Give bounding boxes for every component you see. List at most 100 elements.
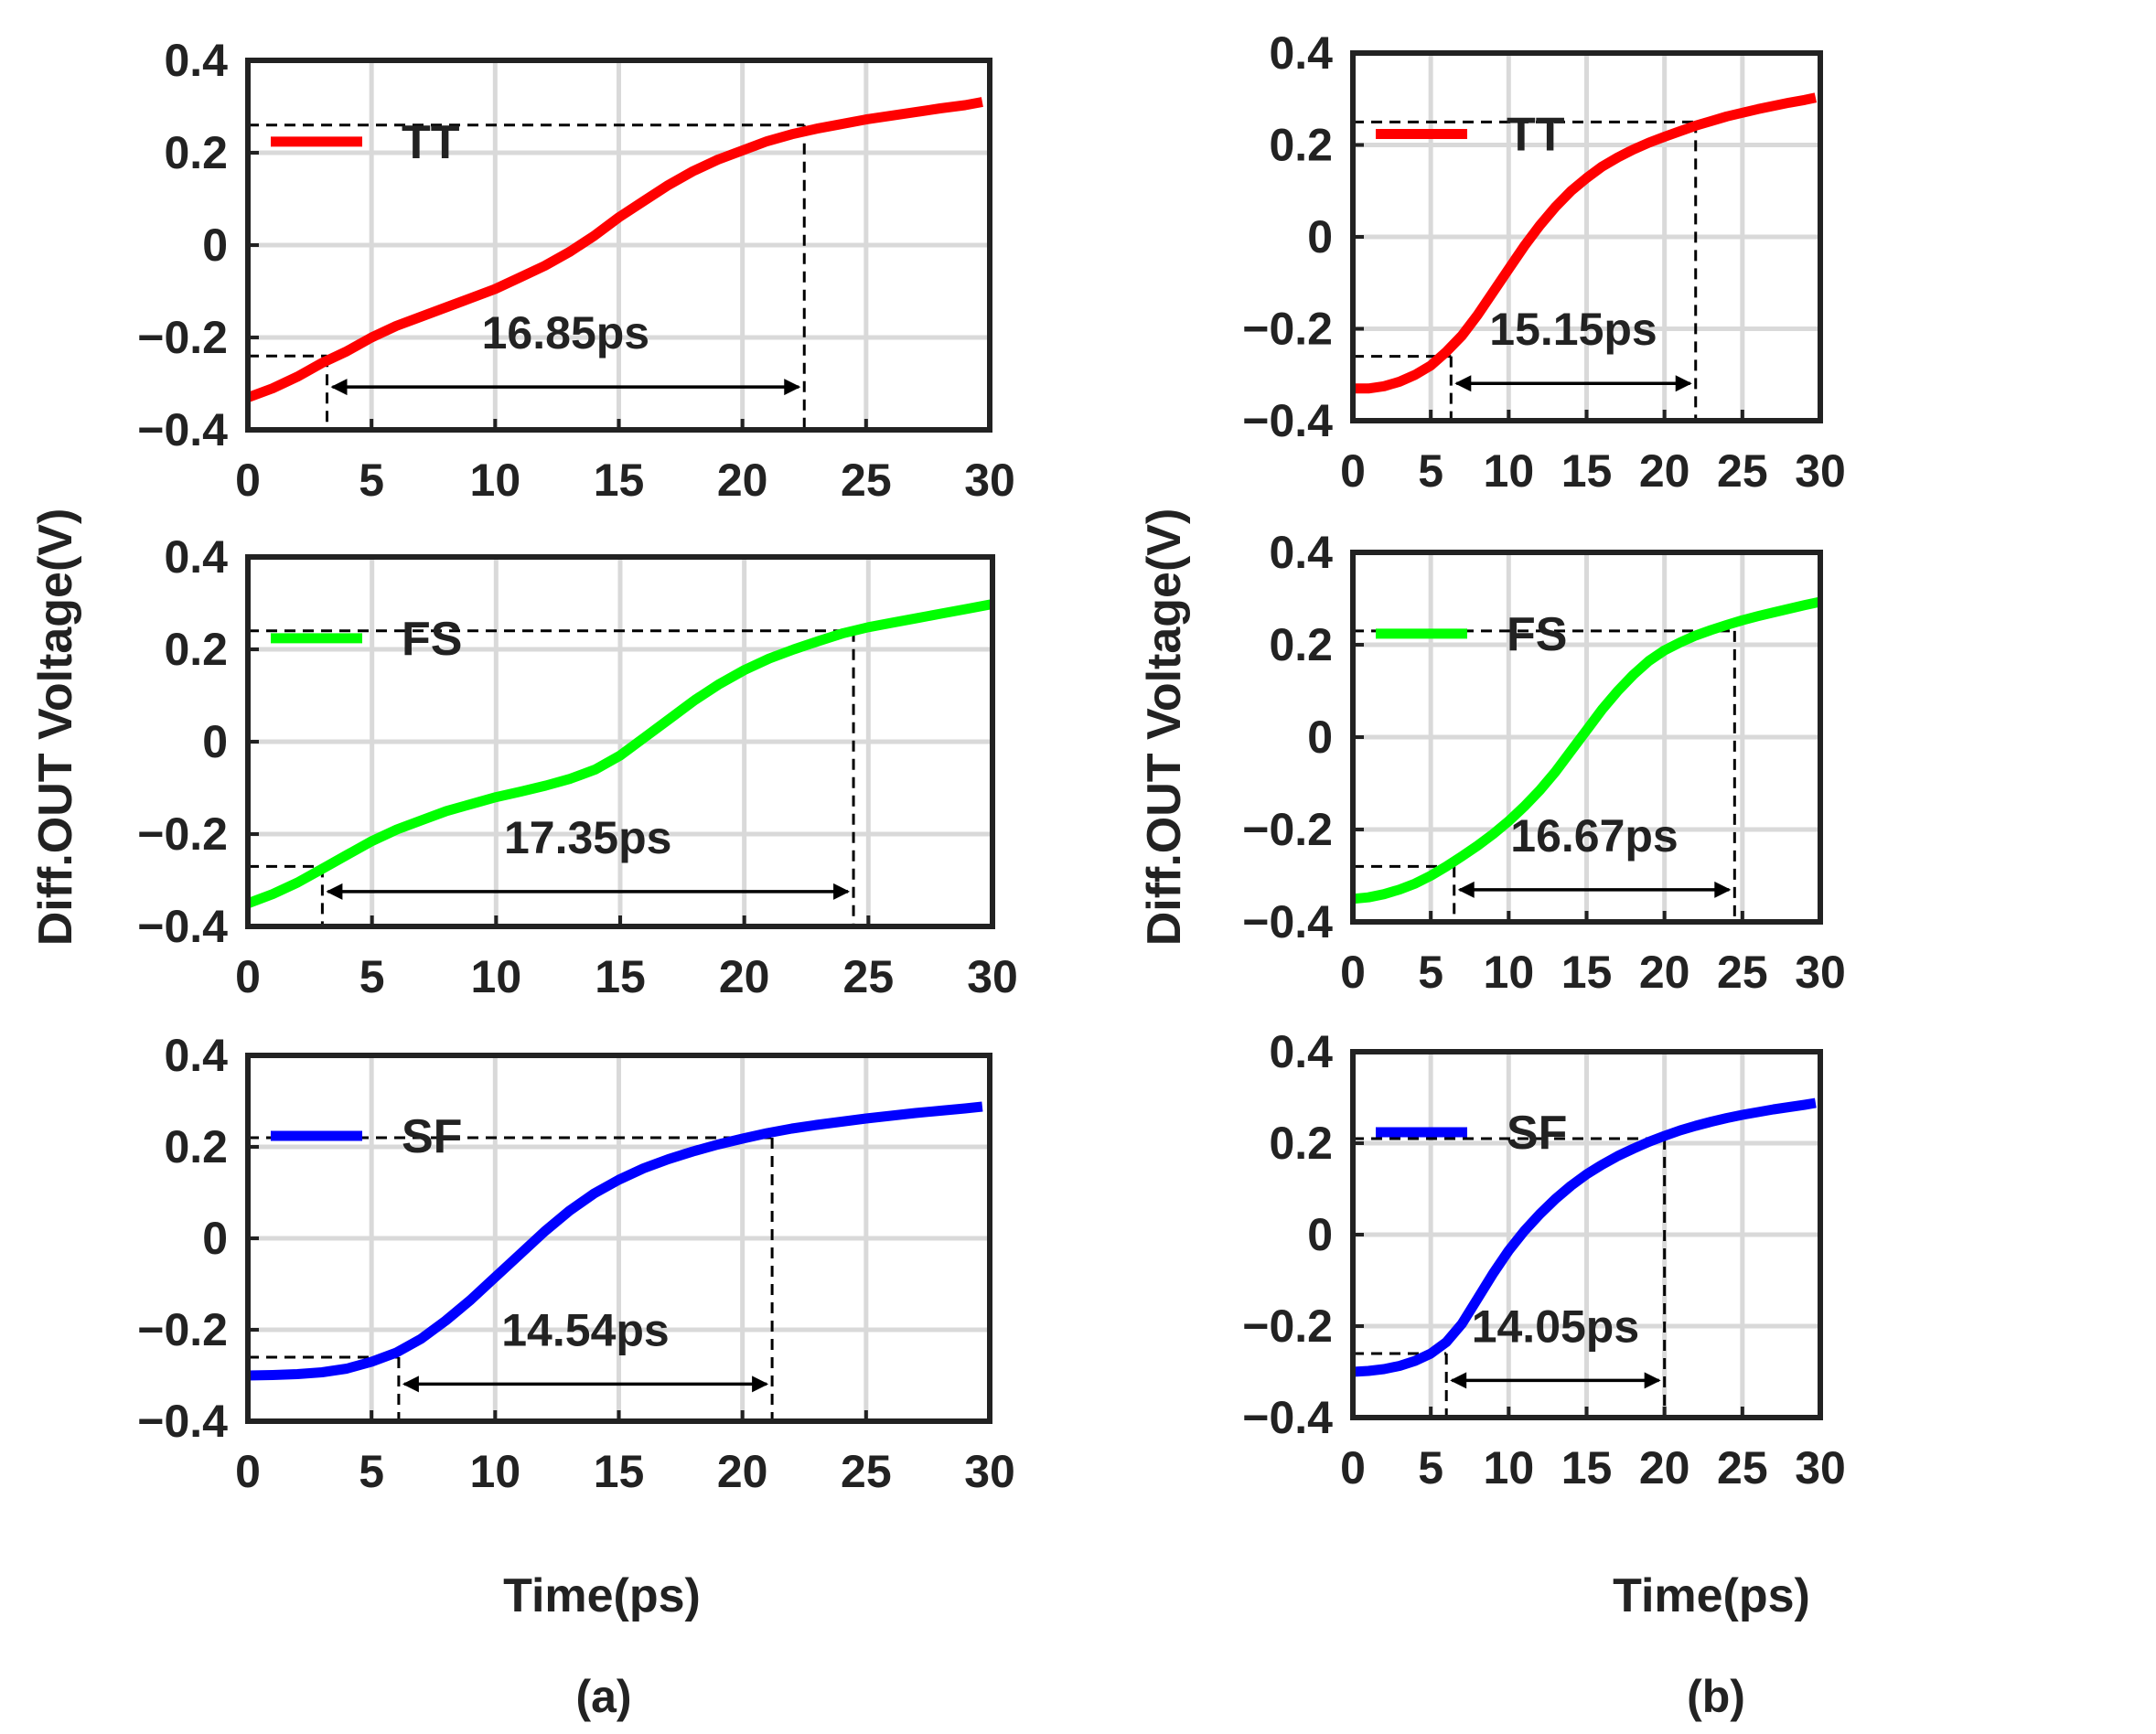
x-tick-label: 10 [471, 951, 522, 1002]
y-tick-label: −0.2 [137, 808, 228, 860]
x-tick-label: 20 [1639, 1442, 1690, 1493]
x-tick-label: 25 [841, 455, 892, 506]
legend-label-fs: FS [1507, 608, 1567, 661]
delay-label: 14.54ps [501, 1304, 669, 1355]
x-tick-label: 30 [1795, 445, 1846, 497]
x-tick-label: 30 [967, 951, 1018, 1002]
x-tick-label: 15 [1561, 445, 1613, 497]
x-tick-label: 10 [1484, 445, 1535, 497]
y-tick-label: 0.2 [1269, 619, 1333, 670]
legend-label-fs: FS [402, 613, 462, 666]
series-line-tt [246, 97, 983, 402]
y-tick-label: −0.2 [1242, 1300, 1333, 1352]
series-line-fs [246, 599, 994, 908]
y-tick-label: −0.2 [1242, 304, 1333, 355]
chart-a-fs: 17.35ps FS 0 5 10 15 20 25 30 −0.4 −0.2 0 0.2 0.4 [137, 531, 1018, 1002]
y-tick-label: −0.2 [137, 1304, 228, 1355]
x-tick-label: 25 [841, 1446, 892, 1497]
x-tick-label: 20 [719, 951, 770, 1002]
y-tick-label: 0.4 [1269, 27, 1333, 79]
y-tick-label: −0.4 [137, 901, 228, 952]
chart-b-fs: 16.67ps FS 0 5 10 15 20 25 30 −0.4 −0.2 0 0.2 0.4 [1242, 527, 1846, 998]
y-tick-label: 0 [1307, 1209, 1333, 1260]
y-tick-label: 0 [1307, 712, 1333, 763]
legend-label-sf: SF [1507, 1107, 1567, 1160]
y-tick-label: −0.2 [1242, 804, 1333, 855]
legend-label-sf: SF [402, 1110, 462, 1163]
y-tick-label: 0.4 [164, 35, 228, 86]
x-tick-label: 25 [843, 951, 895, 1002]
delay-arrow-head-right [1675, 375, 1692, 392]
y-tick-label: 0.2 [164, 1121, 228, 1172]
y-tick-label: 0.2 [164, 624, 228, 675]
x-tick-label: 25 [1717, 1442, 1768, 1493]
panel-label-a: (a) [575, 1671, 631, 1722]
x-tick-label: 5 [1418, 947, 1443, 998]
legend-label-tt: TT [1507, 108, 1565, 161]
x-tick-label: 0 [235, 1446, 261, 1497]
delay-label: 17.35ps [504, 812, 671, 863]
y-tick-label: 0.4 [1269, 527, 1333, 578]
delay-arrow-head-left [402, 1375, 419, 1393]
x-tick-label: 15 [1561, 1442, 1613, 1493]
y-tick-label: −0.2 [137, 312, 228, 363]
x-tick-label: 0 [1340, 445, 1366, 497]
x-tick-label: 20 [1639, 947, 1690, 998]
delay-arrow-head-left [1457, 881, 1475, 898]
delay-arrow-head-left [1450, 1372, 1467, 1389]
series-line-tt [1353, 92, 1818, 394]
y-tick-label: 0.2 [1269, 120, 1333, 171]
y-tick-label: 0 [202, 716, 228, 767]
x-tick-label: 10 [1484, 947, 1535, 998]
y-axis-label-left: Diff.OUT Voltage(V) [29, 508, 82, 947]
x-tick-label: 20 [1639, 445, 1690, 497]
x-tick-label: 30 [964, 455, 1015, 506]
x-tick-label: 0 [1340, 947, 1366, 998]
chart-b-sf: 14.05ps SF 0 5 10 15 20 25 30 −0.4 −0.2 0 0.2 0.4 [1242, 1026, 1846, 1493]
x-tick-label: 5 [1418, 1442, 1443, 1493]
x-tick-label: 10 [470, 1446, 521, 1497]
y-tick-label: −0.4 [1242, 395, 1333, 446]
delay-arrow-head-left [330, 379, 348, 396]
x-tick-label: 5 [359, 951, 385, 1002]
y-axis-label-right: Diff.OUT Voltage(V) [1138, 508, 1191, 947]
y-tick-label: −0.4 [1242, 1392, 1333, 1443]
x-tick-label: 15 [595, 951, 646, 1002]
series-line-sf [1352, 1097, 1817, 1377]
x-tick-label: 30 [1795, 1442, 1846, 1493]
x-tick-label: 5 [1418, 445, 1443, 497]
series-line-fs [1352, 596, 1822, 904]
x-tick-label: 10 [470, 455, 521, 506]
delay-label: 16.85ps [482, 307, 649, 359]
delay-label: 14.05ps [1472, 1300, 1639, 1352]
y-tick-label: 0.4 [164, 531, 228, 583]
y-tick-label: 0.2 [164, 127, 228, 178]
delay-label: 15.15ps [1489, 304, 1657, 355]
y-tick-label: 0.4 [1269, 1026, 1333, 1077]
x-tick-label: 0 [235, 455, 261, 506]
x-tick-label: 30 [1795, 947, 1846, 998]
delay-arrow-head-left [326, 883, 343, 900]
y-tick-label: 0.4 [164, 1030, 228, 1081]
x-axis-label-right: Time(ps) [1613, 1569, 1810, 1622]
y-tick-label: 0 [1307, 211, 1333, 262]
y-tick-label: 0.2 [1269, 1118, 1333, 1169]
y-tick-label: 0 [202, 1213, 228, 1264]
y-tick-label: −0.4 [137, 404, 228, 455]
x-tick-label: 5 [359, 455, 384, 506]
chart-a-sf: 14.54ps SF 0 5 10 15 20 25 30 −0.4 −0.2 0 0.2 0.4 [137, 1030, 1015, 1497]
y-tick-label: −0.4 [1242, 896, 1333, 947]
chart-a-tt: 16.85ps TT 0 5 10 15 20 25 30 −0.4 −0.2 0 0.2 0.4 [137, 35, 1015, 506]
x-tick-label: 15 [1561, 947, 1613, 998]
delay-label: 16.67ps [1510, 810, 1678, 862]
x-tick-label: 15 [594, 1446, 645, 1497]
series-line-sf [247, 1101, 983, 1381]
x-tick-label: 25 [1717, 445, 1768, 497]
panel-label-b: (b) [1687, 1671, 1745, 1722]
x-tick-label: 0 [235, 951, 261, 1002]
x-tick-label: 0 [1340, 1442, 1366, 1493]
x-tick-label: 15 [594, 455, 645, 506]
